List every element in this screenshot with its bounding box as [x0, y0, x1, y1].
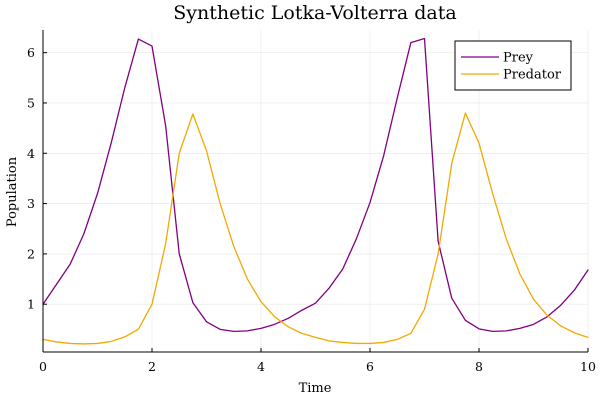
- y-tick-label: 5: [27, 95, 35, 110]
- x-tick-label: 6: [366, 359, 374, 374]
- chart-title: Synthetic Lotka-Volterra data: [173, 2, 456, 24]
- legend: Prey Predator: [454, 40, 572, 91]
- y-tick-label: 6: [27, 45, 35, 60]
- series-line-prey: [42, 37, 589, 333]
- x-tick-label: 0: [39, 359, 47, 374]
- x-tick-label: 10: [580, 359, 596, 374]
- x-tick-label: 2: [148, 359, 156, 374]
- y-axis-label: Population: [5, 156, 20, 227]
- legend-label-predator: Predator: [503, 68, 562, 83]
- legend-label-prey: Prey: [503, 51, 534, 66]
- axes: [42, 30, 589, 353]
- grid: [42, 30, 589, 352]
- legend-box: [454, 40, 572, 91]
- series-layer: [42, 37, 589, 345]
- y-tick-label: 1: [27, 297, 35, 312]
- x-axis-label: Time: [299, 381, 332, 396]
- x-tick-label: 8: [475, 359, 483, 374]
- series-line-predator: [42, 112, 589, 345]
- x-tick-label: 4: [257, 359, 265, 374]
- y-tick-label: 3: [27, 196, 35, 211]
- y-tick-label: 4: [27, 146, 35, 161]
- y-tick-label: 2: [27, 246, 35, 261]
